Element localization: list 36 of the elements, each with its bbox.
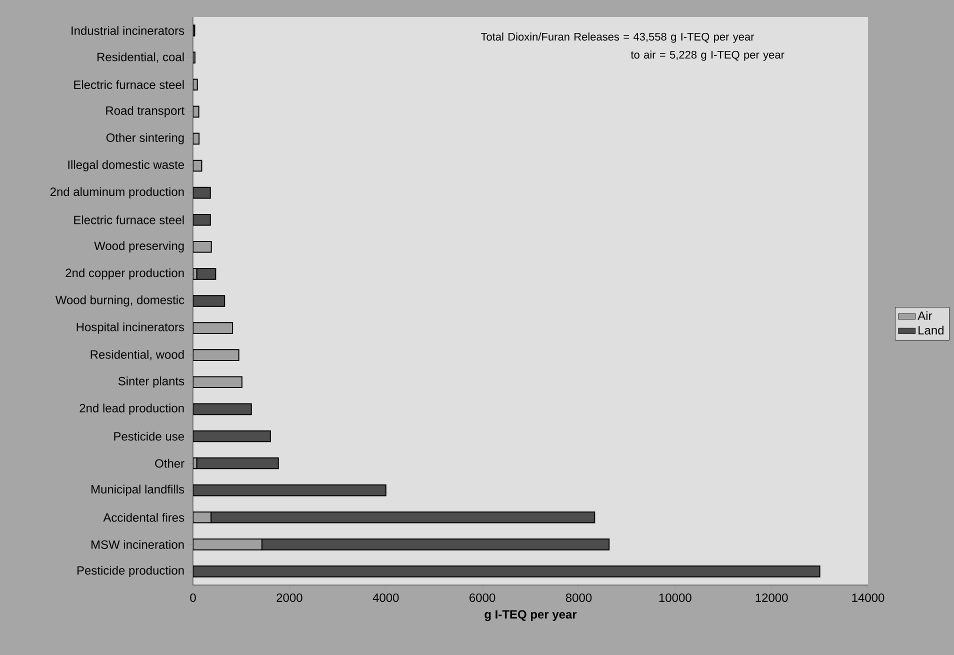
y-tick-label: Accidental fires bbox=[103, 512, 184, 522]
y-tick-label: Electric furnace steel bbox=[74, 215, 184, 224]
y-tick-label: Hospital incinerators bbox=[76, 322, 184, 334]
y-tick-label: Wood burning, domestic bbox=[55, 295, 184, 307]
y-tick-label: Electric furnace steel bbox=[74, 80, 184, 90]
y-tick-label: Pesticide production bbox=[77, 566, 184, 578]
y-tick-label: Residential, coal bbox=[97, 52, 184, 63]
x-tick-label: 2000 bbox=[276, 593, 302, 602]
legend-label: Land bbox=[918, 326, 944, 335]
x-tick-label: 0 bbox=[190, 593, 196, 602]
x-tick-label: 12000 bbox=[756, 593, 788, 602]
x-axis-title: g I-TEQ per year bbox=[484, 610, 577, 622]
y-tick-label: Pesticide use bbox=[114, 432, 184, 441]
y-tick-label: Industrial incinerators bbox=[72, 26, 184, 35]
y-tick-label: Residential, wood bbox=[90, 350, 184, 360]
y-tick-label: 2nd copper production bbox=[66, 268, 184, 280]
x-tick-label: 14000 bbox=[852, 593, 884, 602]
y-tick-label: Wood preserving bbox=[94, 241, 184, 252]
y-tick-label: Road transport bbox=[106, 106, 184, 118]
bar bbox=[196, 268, 216, 280]
y-tick-label: Other bbox=[155, 458, 184, 468]
x-tick-label: 6000 bbox=[470, 593, 496, 602]
x-tick-label: 10000 bbox=[659, 593, 692, 602]
annotation: to air = 5,228 g I-TEQ per year bbox=[630, 50, 784, 61]
y-tick-label: 2nd lead production bbox=[80, 404, 184, 415]
y-tick-label: MSW incineration bbox=[92, 540, 184, 549]
y-tick-label: 2nd aluminum production bbox=[50, 187, 184, 198]
y-tick-label: Municipal landfills bbox=[92, 484, 184, 496]
bar bbox=[196, 457, 279, 470]
y-tick-label: Illegal domestic waste bbox=[68, 160, 184, 172]
x-tick-label: 4000 bbox=[372, 593, 399, 602]
y-tick-label: Other sintering bbox=[106, 133, 184, 144]
y-tick-label: Sinter plants bbox=[118, 376, 184, 388]
annotation: Total Dioxin/Furan Releases = 43,558 g I-TEQ per year bbox=[480, 32, 754, 43]
legend-label: Air bbox=[918, 311, 932, 320]
x-tick-label: 8000 bbox=[566, 593, 592, 602]
